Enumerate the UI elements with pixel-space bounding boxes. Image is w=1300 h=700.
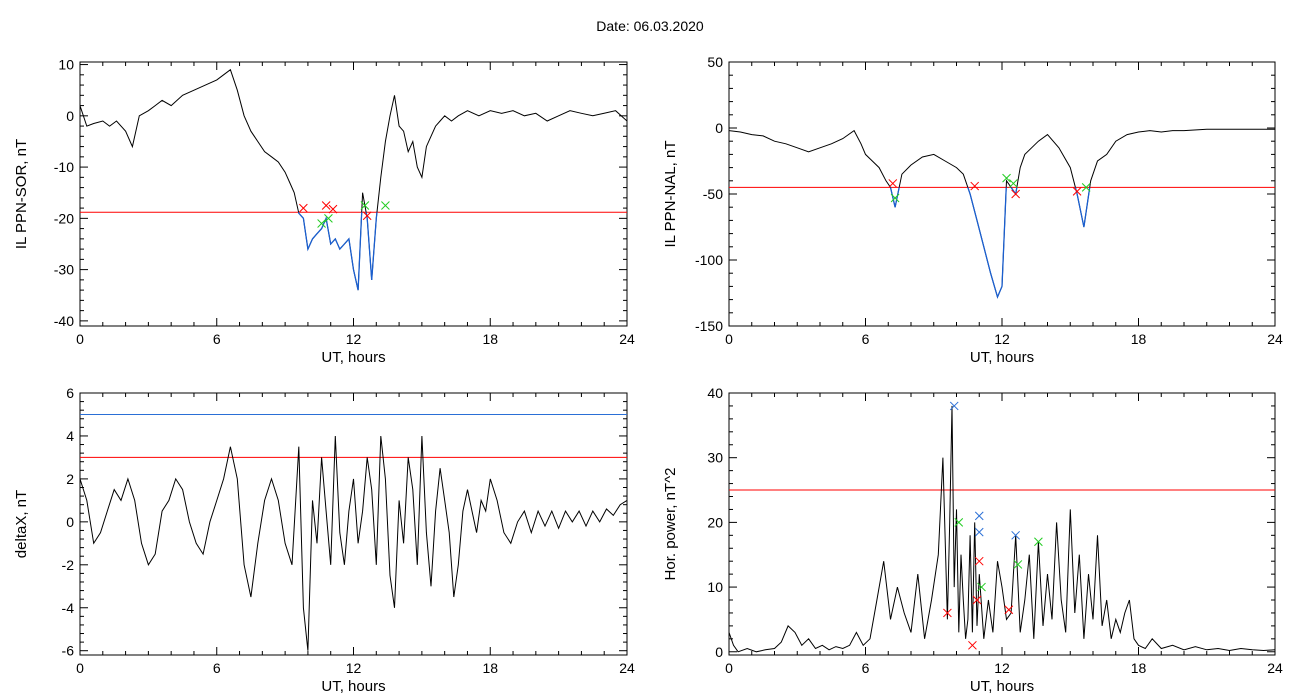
y-tick-label: -50 xyxy=(703,186,723,202)
x-tick-label: 18 xyxy=(482,660,498,676)
x-tick-label: 0 xyxy=(725,331,733,347)
plot-frame xyxy=(728,392,1276,656)
cross-marker xyxy=(970,181,980,191)
y-tick-label: 50 xyxy=(707,54,723,70)
cross-marker xyxy=(1002,173,1011,183)
x-tick-label: 12 xyxy=(346,331,362,347)
x-tick-label: 0 xyxy=(76,331,84,347)
cross-marker xyxy=(954,518,964,527)
cross-marker xyxy=(888,179,898,188)
cross-marker xyxy=(324,213,333,223)
cross-marker xyxy=(943,608,952,618)
y-tick-label: -4 xyxy=(62,600,75,616)
y-tick-label: -40 xyxy=(54,313,74,329)
cross-marker xyxy=(299,203,308,213)
cross-marker xyxy=(977,582,986,592)
page-title: Date: 06.03.2020 xyxy=(596,18,704,34)
x-tick-label: 6 xyxy=(862,331,870,347)
cross-marker xyxy=(1009,179,1018,188)
y-tick-label: 30 xyxy=(707,450,723,466)
x-tick-label: 12 xyxy=(994,331,1010,347)
cross-marker xyxy=(974,556,984,566)
cross-marker xyxy=(890,193,900,203)
y-tick-label: -30 xyxy=(54,262,74,278)
x-axis-label: UT, hours xyxy=(970,678,1034,695)
x-tick-label: 6 xyxy=(213,331,221,347)
series-line-below-threshold xyxy=(297,212,378,291)
cross-marker xyxy=(972,595,982,605)
y-tick-label: 40 xyxy=(707,385,723,401)
y-tick-label: 0 xyxy=(715,644,723,660)
chart-panel-4: 0 6 12 18 24 0 10 20 30 40 UT, hours Hor. power, nT… xyxy=(662,385,1283,695)
cross-marker xyxy=(974,511,984,521)
y-tick-label: -10 xyxy=(54,159,74,175)
cross-marker xyxy=(381,201,390,210)
cross-marker xyxy=(1011,530,1021,540)
cross-marker xyxy=(317,219,326,228)
x-tick-label: 6 xyxy=(213,660,221,676)
cross-marker xyxy=(1034,537,1043,547)
series-line xyxy=(729,405,1275,653)
series-line-below-threshold xyxy=(889,187,1091,299)
series-line xyxy=(80,68,627,291)
y-axis-label: IL PPN-SOR, nT xyxy=(13,139,30,249)
y-axis-label: IL PPN-NAL, nT xyxy=(662,141,679,248)
x-tick-label: 24 xyxy=(619,331,635,347)
x-tick-label: 24 xyxy=(1267,331,1283,347)
y-axis-label: Hor. power, nT^2 xyxy=(662,468,679,581)
cross-marker xyxy=(360,201,370,210)
y-tick-label: 0 xyxy=(66,514,74,530)
chart-panel-2: 0 6 12 18 24 -150 -100 -50 0 50 UT, hours IL PPN-NA… xyxy=(662,54,1283,366)
cross-marker xyxy=(1013,560,1023,569)
x-tick-label: 0 xyxy=(76,660,84,676)
y-tick-label: 10 xyxy=(58,57,74,73)
y-tick-label: -100 xyxy=(695,252,723,268)
x-tick-label: 6 xyxy=(862,660,870,676)
y-tick-label: 0 xyxy=(715,120,723,136)
cross-marker xyxy=(362,211,372,221)
y-tick-label: 6 xyxy=(66,385,74,401)
x-axis-label: UT, hours xyxy=(321,678,385,695)
x-tick-label: 12 xyxy=(346,660,362,676)
series-line xyxy=(80,435,627,651)
chart-panel-1: 0 6 12 18 24 -40 -30 -20 -10 0 10 UT, hours IL PPN-S… xyxy=(13,57,635,366)
cross-marker xyxy=(321,201,331,210)
x-tick-label: 18 xyxy=(482,331,498,347)
y-tick-label: 20 xyxy=(707,514,723,530)
plot-frame xyxy=(79,392,628,656)
cross-marker xyxy=(974,527,984,537)
x-axis-label: UT, hours xyxy=(321,349,385,366)
plot-frame xyxy=(79,61,628,327)
y-tick-label: 4 xyxy=(66,428,74,444)
y-tick-label: 10 xyxy=(707,579,723,595)
cross-marker xyxy=(1081,183,1091,192)
x-tick-label: 24 xyxy=(1267,660,1283,676)
x-tick-label: 24 xyxy=(619,660,635,676)
cross-marker xyxy=(328,204,338,214)
x-axis-label: UT, hours xyxy=(970,349,1034,366)
x-tick-label: 0 xyxy=(725,660,733,676)
x-tick-label: 12 xyxy=(994,660,1010,676)
cross-marker xyxy=(1072,187,1082,196)
y-tick-label: -150 xyxy=(695,318,723,334)
x-tick-label: 18 xyxy=(1131,331,1147,347)
y-tick-label: -20 xyxy=(54,210,74,226)
y-tick-label: -6 xyxy=(62,643,75,659)
y-tick-label: -2 xyxy=(62,557,75,573)
cross-marker xyxy=(1011,189,1021,199)
y-tick-label: 2 xyxy=(66,471,74,487)
y-axis-label: deltaX, nT xyxy=(13,490,30,558)
cross-marker xyxy=(968,640,977,650)
x-tick-label: 18 xyxy=(1131,660,1147,676)
cross-marker xyxy=(1004,605,1014,615)
cross-marker xyxy=(949,401,959,411)
y-tick-label: 0 xyxy=(66,108,74,124)
